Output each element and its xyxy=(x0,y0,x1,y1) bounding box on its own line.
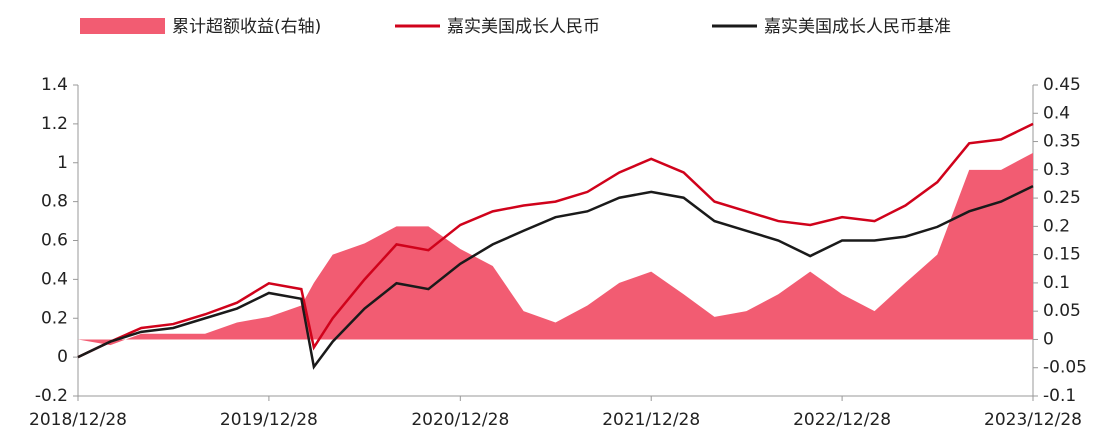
y-tick-label: 0 xyxy=(57,347,68,367)
y2-tick-label: 0.05 xyxy=(1043,301,1081,321)
legend-swatch xyxy=(80,18,165,34)
x-tick-label: 2020/12/28 xyxy=(411,410,509,430)
x-tick-label: 2021/12/28 xyxy=(602,410,700,430)
y2-tick-label: 0.15 xyxy=(1043,245,1081,265)
excess-area xyxy=(78,152,1033,346)
y2-tick-label: 0.4 xyxy=(1043,103,1070,123)
y-tick-label: 0.8 xyxy=(41,192,68,212)
y-tick-label: 1.2 xyxy=(41,114,68,134)
x-tick-label: 2023/12/28 xyxy=(984,410,1082,430)
legend-label: 嘉实美国成长人民币 xyxy=(447,17,600,37)
y2-tick-label: -0.1 xyxy=(1043,386,1076,406)
y2-tick-label: 0.35 xyxy=(1043,132,1081,152)
y2-tick-label: 0 xyxy=(1043,329,1054,349)
series-line xyxy=(77,122,1034,359)
x-tick-label: 2022/12/28 xyxy=(793,410,891,430)
y2-tick-label: 0.25 xyxy=(1043,188,1081,208)
y2-tick-label: 0.45 xyxy=(1043,75,1081,95)
legend-label: 累计超额收益(右轴) xyxy=(172,17,321,37)
x-tick-label: 2018/12/28 xyxy=(29,410,127,430)
y-tick-label: 1.4 xyxy=(41,75,68,95)
y-tick-label: -0.2 xyxy=(35,386,68,406)
y2-tick-label: -0.05 xyxy=(1043,358,1087,378)
y-tick-label: 0.6 xyxy=(41,231,68,251)
y-tick-label: 0.2 xyxy=(41,308,68,328)
legend-label: 嘉实美国成长人民币基准 xyxy=(764,17,951,37)
y-tick-label: 1 xyxy=(57,153,68,173)
y2-tick-label: 0.2 xyxy=(1043,216,1070,236)
y-tick-label: 0.4 xyxy=(41,269,68,289)
y2-tick-label: 0.1 xyxy=(1043,273,1070,293)
series-line xyxy=(77,184,1034,370)
y2-tick-label: 0.3 xyxy=(1043,160,1070,180)
x-tick-label: 2019/12/28 xyxy=(220,410,318,430)
